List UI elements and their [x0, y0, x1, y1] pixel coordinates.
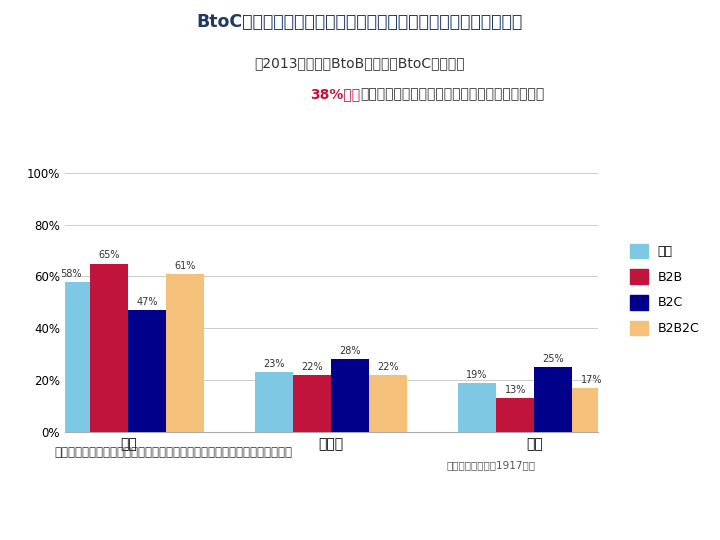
- Bar: [331, 360, 369, 432]
- Text: Copyright © Innova, Inc. All Rights Reserved.: Copyright © Innova, Inc. All Rights Rese…: [515, 524, 706, 533]
- Legend: 全体, B2B, B2C, B2B2C: 全体, B2B, B2C, B2B2C: [625, 239, 704, 340]
- Bar: [572, 388, 611, 432]
- Bar: [293, 375, 331, 432]
- Bar: [90, 264, 128, 432]
- Bar: [166, 274, 204, 432]
- Bar: [52, 282, 90, 432]
- Text: 17%: 17%: [580, 375, 602, 385]
- Bar: [369, 375, 408, 432]
- Text: 65%: 65%: [99, 251, 120, 260]
- Text: 61%: 61%: [175, 261, 196, 271]
- Text: 質問：　あなたの会社はインバウンドマーケティングを実施していますか？: 質問： あなたの会社はインバウンドマーケティングを実施していますか？: [54, 446, 292, 458]
- Text: （対象調査人数：1917人）: （対象調査人数：1917人）: [446, 460, 536, 470]
- Text: 28%: 28%: [339, 346, 361, 356]
- Text: （2013年現在、BtoB企業は、BtoC企業より: （2013年現在、BtoB企業は、BtoC企業より: [255, 57, 465, 71]
- Text: 19%: 19%: [467, 370, 487, 380]
- Text: 25%: 25%: [542, 354, 564, 364]
- Text: 38%多く: 38%多く: [310, 87, 360, 102]
- Text: 23%: 23%: [264, 359, 285, 369]
- Text: インバウンドマーケティングを取り入れている）: インバウンドマーケティングを取り入れている）: [360, 87, 544, 102]
- Bar: [458, 383, 496, 432]
- Bar: [128, 310, 166, 432]
- Bar: [255, 373, 293, 432]
- Text: BtoC企業はインバウンドマーケティング実施において遅れている: BtoC企業はインバウンドマーケティング実施において遅れている: [197, 14, 523, 31]
- Bar: [496, 399, 534, 432]
- Text: 22%: 22%: [302, 362, 323, 372]
- Text: 13%: 13%: [505, 385, 526, 395]
- Bar: [534, 367, 572, 432]
- Text: 22%: 22%: [377, 362, 399, 372]
- Text: 47%: 47%: [137, 297, 158, 307]
- Text: 58%: 58%: [60, 268, 82, 279]
